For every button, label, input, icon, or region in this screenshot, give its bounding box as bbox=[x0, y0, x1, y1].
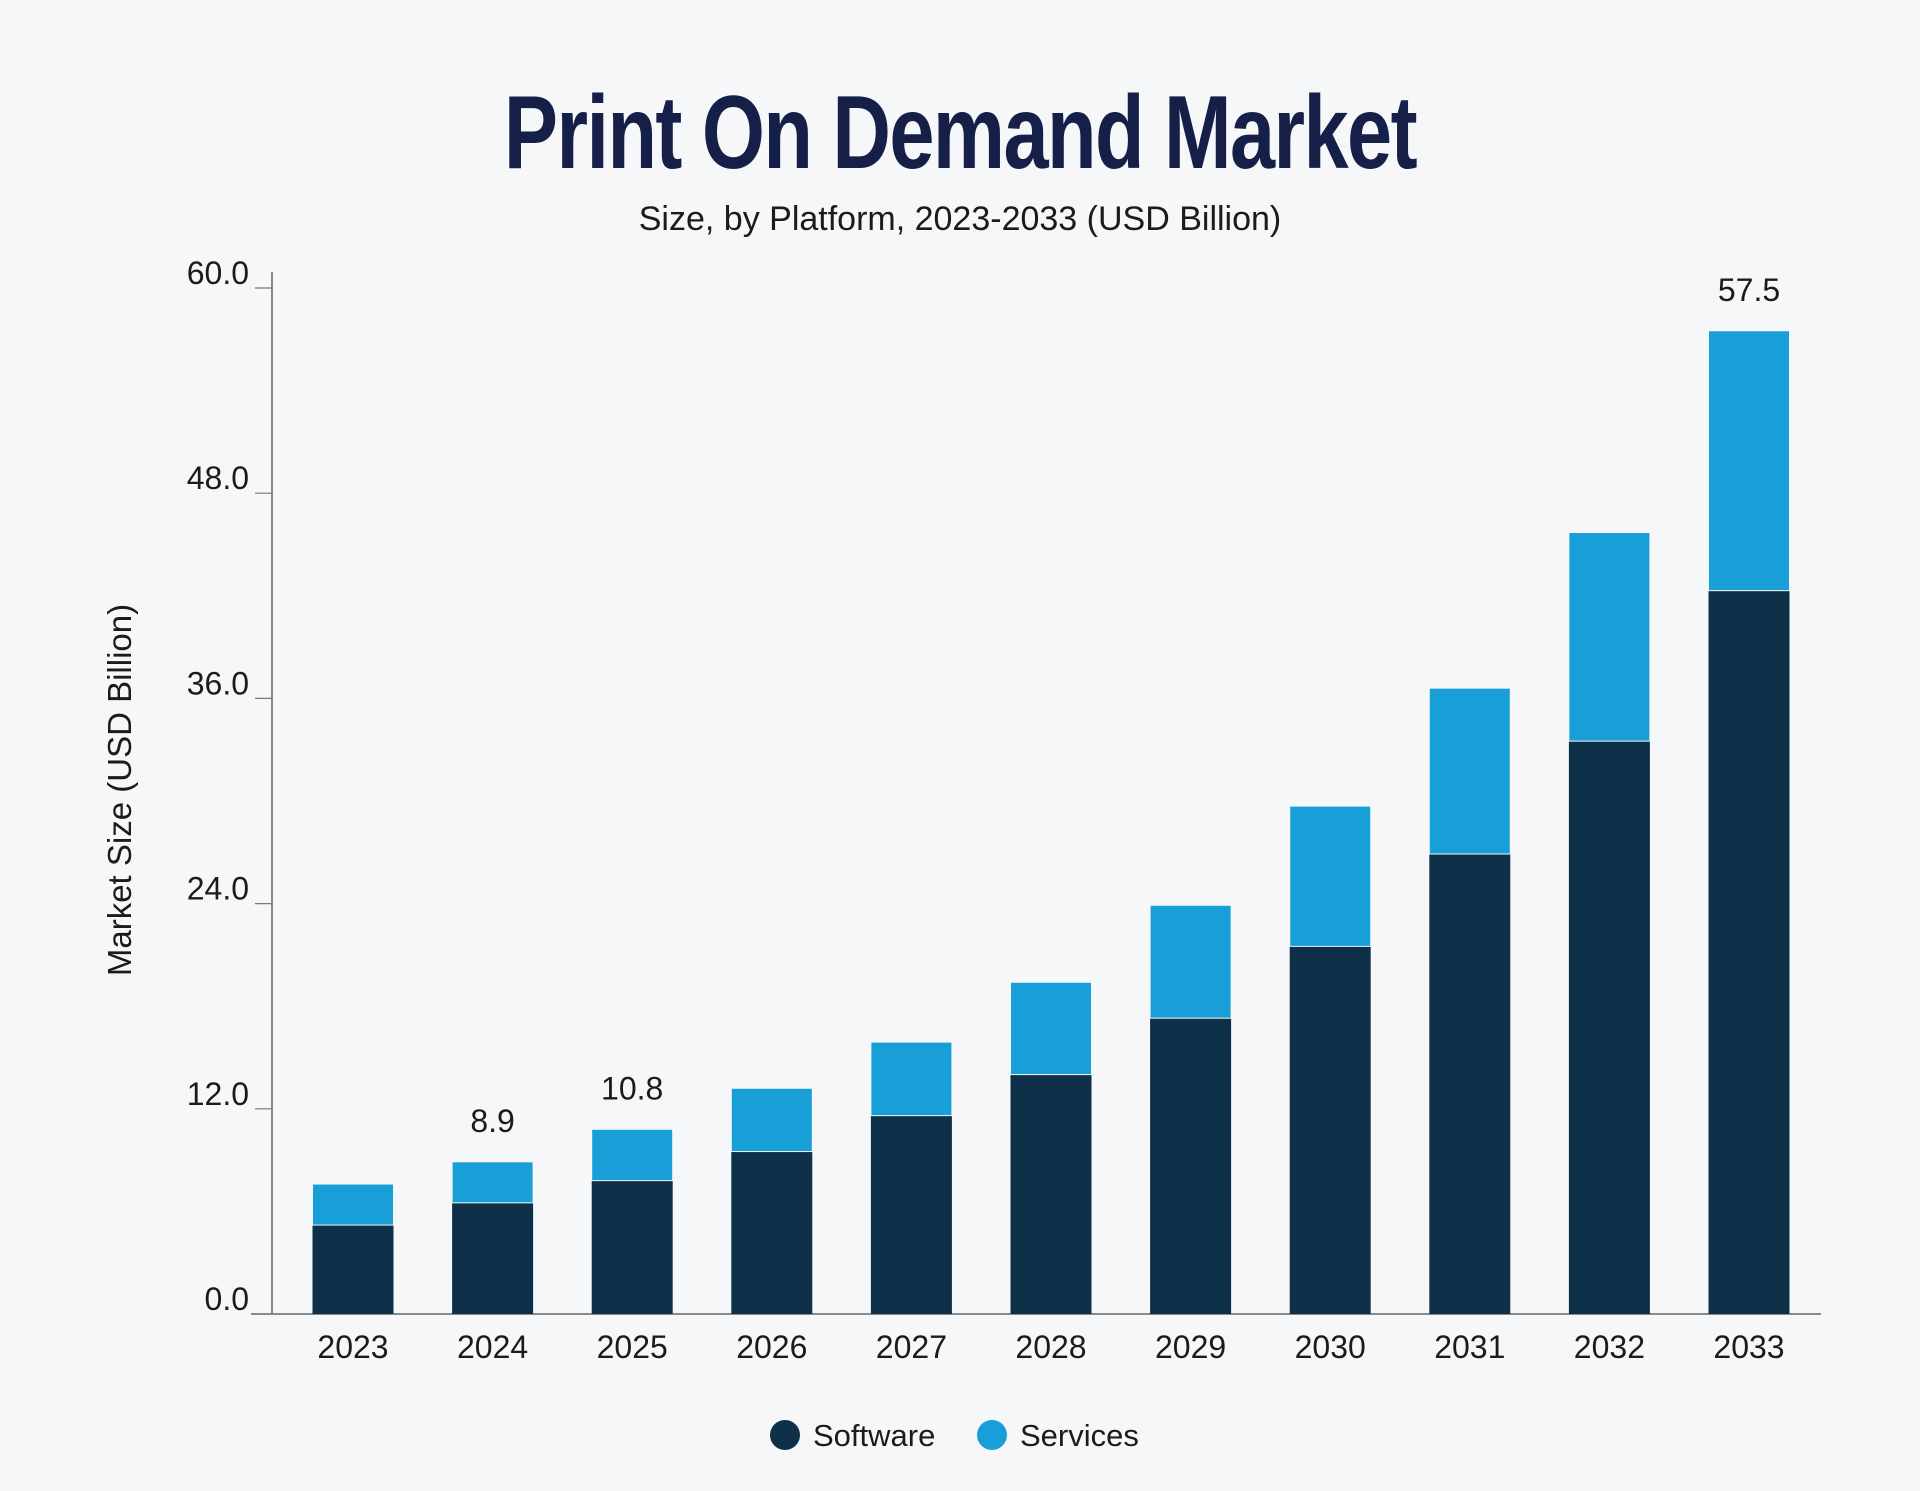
bar-services-2025 bbox=[591, 1128, 674, 1182]
legend-label-services: Services bbox=[1020, 1418, 1139, 1453]
y-tick-label: 12.0 bbox=[187, 1076, 249, 1112]
bar-software-2033 bbox=[1708, 590, 1790, 1314]
data-label: 10.8 bbox=[601, 1070, 663, 1106]
bar-services-2030 bbox=[1289, 805, 1372, 947]
data-label: 57.5 bbox=[1718, 272, 1780, 308]
bar-software-2024 bbox=[452, 1202, 534, 1314]
bar-services-2026 bbox=[730, 1087, 813, 1153]
y-tick-label: 60.0 bbox=[187, 255, 249, 291]
chart-subtitle: Size, by Platform, 2023-2033 (USD Billio… bbox=[639, 200, 1282, 238]
data-label: 8.9 bbox=[470, 1103, 514, 1139]
x-tick-label: 2023 bbox=[317, 1329, 388, 1365]
x-tick-label: 2031 bbox=[1434, 1329, 1505, 1365]
x-tick-label: 2032 bbox=[1574, 1329, 1645, 1365]
x-tick-label: 2028 bbox=[1015, 1329, 1086, 1365]
bar-services-2031 bbox=[1428, 687, 1511, 855]
bar-software-2027 bbox=[870, 1115, 952, 1314]
bar-software-2023 bbox=[312, 1225, 394, 1314]
x-tick-label: 2025 bbox=[597, 1329, 668, 1365]
bar-services-2029 bbox=[1149, 904, 1232, 1019]
bar-software-2032 bbox=[1568, 741, 1650, 1314]
x-tick-label: 2029 bbox=[1155, 1329, 1226, 1365]
chart-title: Print On Demand Market bbox=[504, 74, 1417, 190]
bar-software-2025 bbox=[591, 1180, 673, 1314]
legend: Software Services bbox=[770, 1418, 1139, 1453]
bar-services-2033 bbox=[1708, 330, 1790, 592]
x-tick-label: 2030 bbox=[1295, 1329, 1366, 1365]
x-tick-label: 2027 bbox=[876, 1329, 947, 1365]
x-tick-label: 2024 bbox=[457, 1329, 528, 1365]
bar-software-2028 bbox=[1010, 1074, 1092, 1314]
y-tick-label: 0.0 bbox=[205, 1281, 249, 1317]
legend-label-software: Software bbox=[813, 1418, 935, 1453]
bar-software-2030 bbox=[1289, 946, 1371, 1314]
y-axis-title: Market Size (USD Billion) bbox=[101, 604, 138, 976]
x-tick-label: 2033 bbox=[1713, 1329, 1784, 1365]
bar-services-2028 bbox=[1010, 981, 1092, 1076]
x-tick-label: 2026 bbox=[736, 1329, 807, 1365]
bar-services-2032 bbox=[1568, 532, 1651, 742]
bar-services-2027 bbox=[870, 1041, 953, 1117]
bar-services-2024 bbox=[451, 1161, 534, 1204]
legend-swatch-software bbox=[770, 1420, 800, 1450]
y-tick-label: 48.0 bbox=[187, 460, 249, 496]
y-tick-label: 36.0 bbox=[187, 665, 249, 701]
bar-software-2031 bbox=[1429, 854, 1511, 1314]
bar-software-2026 bbox=[731, 1151, 813, 1314]
legend-swatch-services bbox=[977, 1420, 1007, 1450]
y-tick-label: 24.0 bbox=[187, 871, 249, 907]
bar-software-2029 bbox=[1150, 1018, 1232, 1314]
bar-services-2023 bbox=[312, 1183, 394, 1226]
